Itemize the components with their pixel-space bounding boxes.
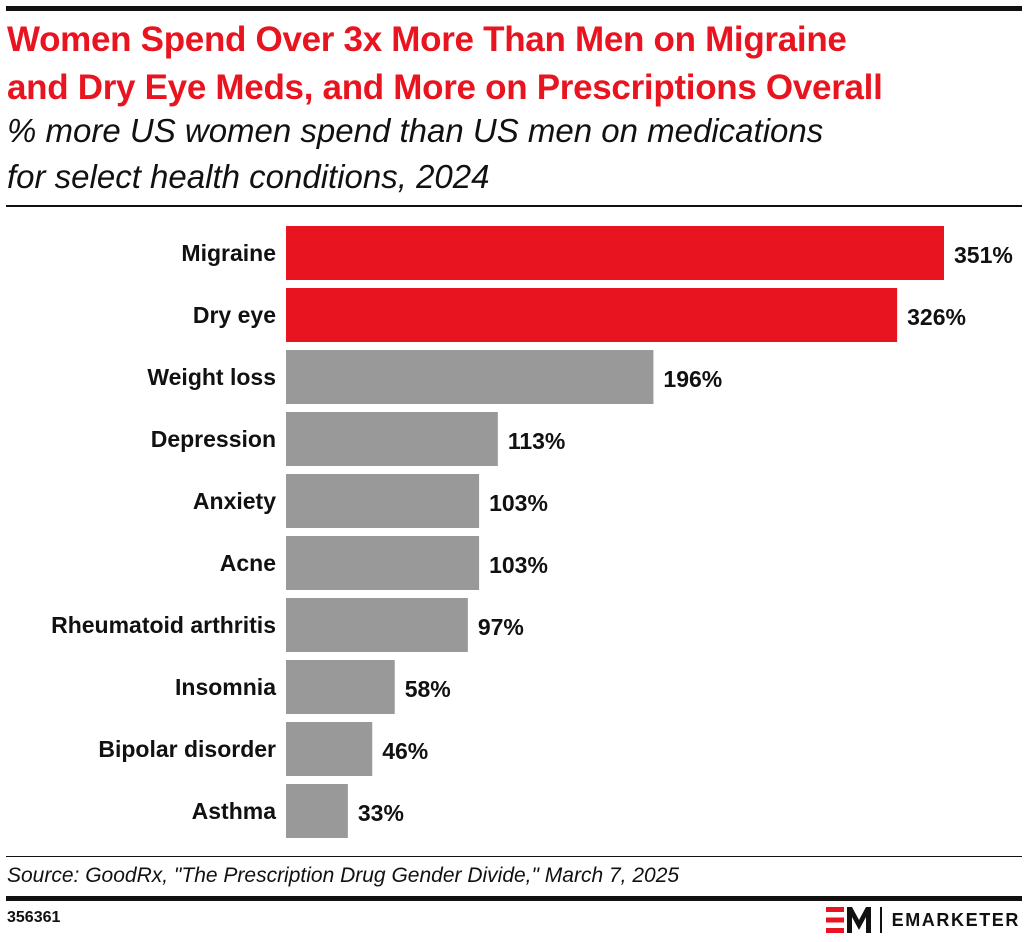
value-label-migraine: 351%	[954, 242, 1013, 268]
value-label-insomnia: 58%	[405, 676, 451, 702]
chart-title: Women Spend Over 3x More Than Men on Mig…	[7, 16, 1023, 112]
category-label-depression: Depression	[151, 426, 276, 452]
bar-anxiety	[286, 474, 480, 528]
title-rule	[6, 205, 1022, 207]
top-rule	[6, 6, 1022, 11]
bottom-rule	[6, 896, 1022, 901]
category-label-dry-eye: Dry eye	[193, 302, 276, 328]
value-label-asthma: 33%	[358, 800, 404, 826]
category-label-rheumatoid-arthritis: Rheumatoid arthritis	[51, 612, 276, 638]
brand-name: EMARKETER	[891, 910, 1020, 930]
category-label-weight-loss: Weight loss	[147, 364, 276, 390]
category-label-insomnia: Insomnia	[175, 674, 276, 700]
source-rule	[6, 856, 1022, 857]
brand-divider	[879, 907, 882, 933]
bar-chart: Migraine 351% Dry eye 326% Weight loss 196% De…	[51, 226, 1013, 838]
source-note: Source: GoodRx, "The Prescription Drug G…	[7, 864, 680, 887]
chart-subtitle: % more US women spend than US men on med…	[7, 108, 1023, 200]
value-label-weight-loss: 196%	[663, 366, 722, 392]
bar-migraine	[286, 226, 944, 280]
bar-insomnia	[286, 660, 395, 714]
value-label-rheumatoid-arthritis: 97%	[478, 614, 524, 640]
value-label-depression: 113%	[508, 428, 566, 454]
chart-title-line-1: Women Spend Over 3x More Than Men on Mig…	[7, 20, 847, 59]
chart-subtitle-line-1: % more US women spend than US men on med…	[7, 112, 824, 149]
bar-bipolar-disorder	[286, 722, 373, 776]
value-label-dry-eye: 326%	[907, 304, 966, 330]
bar-rheumatoid-arthritis	[286, 598, 468, 652]
value-label-bipolar-disorder: 46%	[382, 738, 428, 764]
brand-logo: EMARKETER	[825, 904, 1020, 936]
category-label-bipolar-disorder: Bipolar disorder	[98, 736, 276, 762]
bar-weight-loss	[286, 350, 654, 404]
chart-id: 356361	[7, 909, 61, 926]
value-label-anxiety: 103%	[489, 490, 548, 516]
bar-depression	[286, 412, 498, 466]
category-label-asthma: Asthma	[192, 798, 277, 824]
chart-title-line-2: and Dry Eye Meds, and More on Prescripti…	[7, 68, 883, 107]
category-label-anxiety: Anxiety	[193, 488, 276, 514]
bar-dry-eye	[286, 288, 898, 342]
category-label-migraine: Migraine	[181, 240, 276, 266]
category-label-acne: Acne	[220, 550, 276, 576]
bar-acne	[286, 536, 480, 590]
value-label-acne: 103%	[489, 552, 548, 578]
bar-asthma	[286, 784, 348, 838]
emarketer-mark-icon	[825, 907, 871, 933]
chart-subtitle-line-2: for select health conditions, 2024	[7, 158, 490, 195]
